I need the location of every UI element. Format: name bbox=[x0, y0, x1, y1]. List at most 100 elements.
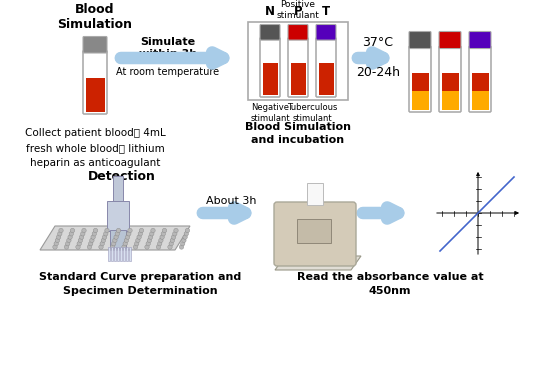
Bar bbox=[472, 91, 488, 110]
Circle shape bbox=[180, 241, 185, 246]
Circle shape bbox=[127, 231, 131, 236]
Circle shape bbox=[168, 245, 172, 249]
Circle shape bbox=[54, 241, 58, 246]
Circle shape bbox=[57, 235, 61, 239]
Circle shape bbox=[55, 238, 59, 243]
Circle shape bbox=[134, 241, 139, 246]
Circle shape bbox=[162, 228, 167, 233]
Circle shape bbox=[184, 231, 189, 236]
Circle shape bbox=[170, 238, 175, 243]
Text: Blood Simulation
and incubation: Blood Simulation and incubation bbox=[245, 122, 351, 145]
Circle shape bbox=[147, 238, 152, 243]
Circle shape bbox=[92, 231, 96, 236]
Circle shape bbox=[150, 231, 154, 236]
Text: Read the absorbance value at
450nm: Read the absorbance value at 450nm bbox=[297, 272, 483, 296]
Circle shape bbox=[105, 228, 109, 233]
Bar bbox=[86, 78, 105, 112]
Bar bbox=[319, 63, 334, 95]
Bar bbox=[291, 63, 306, 95]
Circle shape bbox=[139, 228, 144, 233]
Text: Positive
stimulant: Positive stimulant bbox=[277, 0, 319, 20]
Circle shape bbox=[102, 235, 107, 239]
Circle shape bbox=[91, 235, 95, 239]
FancyBboxPatch shape bbox=[409, 46, 431, 112]
Text: Collect patient blood： 4mL
fresh whole blood， lithium
heparin as anticoagulant: Collect patient blood： 4mL fresh whole b… bbox=[25, 128, 165, 167]
Circle shape bbox=[94, 228, 97, 233]
Circle shape bbox=[138, 231, 142, 236]
Circle shape bbox=[169, 241, 174, 246]
Bar bbox=[113, 176, 123, 201]
FancyBboxPatch shape bbox=[316, 25, 336, 40]
Circle shape bbox=[68, 235, 72, 239]
Circle shape bbox=[69, 231, 73, 236]
Circle shape bbox=[125, 235, 130, 239]
Circle shape bbox=[87, 245, 92, 249]
FancyBboxPatch shape bbox=[409, 32, 431, 49]
FancyBboxPatch shape bbox=[469, 32, 491, 49]
Bar bbox=[114, 247, 115, 261]
Text: Standard Curve preparation and
Specimen Determination: Standard Curve preparation and Specimen … bbox=[39, 272, 241, 296]
Text: At room temperature: At room temperature bbox=[116, 67, 220, 77]
Circle shape bbox=[137, 235, 141, 239]
Circle shape bbox=[148, 235, 153, 239]
Text: P: P bbox=[293, 5, 302, 18]
Circle shape bbox=[77, 241, 81, 246]
Circle shape bbox=[59, 228, 63, 233]
FancyBboxPatch shape bbox=[83, 50, 107, 114]
Circle shape bbox=[110, 245, 115, 249]
Text: T: T bbox=[322, 5, 330, 18]
Circle shape bbox=[123, 241, 128, 246]
Circle shape bbox=[114, 235, 118, 239]
Bar bbox=[307, 183, 323, 205]
FancyBboxPatch shape bbox=[316, 38, 336, 97]
FancyBboxPatch shape bbox=[274, 202, 356, 266]
Circle shape bbox=[53, 245, 57, 249]
FancyBboxPatch shape bbox=[288, 38, 308, 97]
Circle shape bbox=[64, 245, 69, 249]
Circle shape bbox=[81, 231, 85, 236]
FancyBboxPatch shape bbox=[248, 22, 348, 100]
Text: About 3h: About 3h bbox=[206, 196, 256, 206]
Circle shape bbox=[161, 231, 166, 236]
Circle shape bbox=[66, 241, 70, 246]
Circle shape bbox=[160, 235, 164, 239]
Circle shape bbox=[179, 245, 184, 249]
FancyBboxPatch shape bbox=[260, 25, 280, 40]
Bar bbox=[297, 219, 331, 243]
Text: Detection: Detection bbox=[88, 170, 156, 183]
Bar bbox=[116, 247, 119, 261]
Circle shape bbox=[174, 228, 178, 233]
Circle shape bbox=[111, 241, 116, 246]
Circle shape bbox=[76, 245, 80, 249]
Circle shape bbox=[158, 238, 163, 243]
FancyBboxPatch shape bbox=[439, 46, 461, 112]
Circle shape bbox=[101, 238, 106, 243]
Circle shape bbox=[67, 238, 71, 243]
Circle shape bbox=[185, 228, 190, 233]
Bar bbox=[119, 247, 122, 261]
Circle shape bbox=[124, 238, 129, 243]
Bar bbox=[108, 247, 110, 261]
Circle shape bbox=[181, 238, 186, 243]
Text: Tuberculous
stimulant: Tuberculous stimulant bbox=[287, 103, 337, 123]
Circle shape bbox=[136, 238, 140, 243]
Bar bbox=[86, 63, 105, 78]
FancyBboxPatch shape bbox=[288, 25, 308, 40]
Text: Blood
Simulation: Blood Simulation bbox=[58, 3, 133, 31]
FancyBboxPatch shape bbox=[260, 38, 280, 97]
Circle shape bbox=[80, 235, 84, 239]
Bar bbox=[128, 247, 130, 261]
Bar bbox=[430, 165, 526, 261]
Text: N: N bbox=[265, 5, 275, 18]
Circle shape bbox=[156, 245, 161, 249]
Bar bbox=[472, 73, 488, 91]
Circle shape bbox=[99, 245, 103, 249]
Bar bbox=[125, 247, 128, 261]
FancyBboxPatch shape bbox=[469, 46, 491, 112]
Circle shape bbox=[113, 238, 117, 243]
Text: Negative
stimulant: Negative stimulant bbox=[250, 103, 290, 123]
Circle shape bbox=[58, 231, 62, 236]
FancyBboxPatch shape bbox=[83, 36, 107, 53]
Circle shape bbox=[88, 241, 93, 246]
Circle shape bbox=[172, 231, 177, 236]
